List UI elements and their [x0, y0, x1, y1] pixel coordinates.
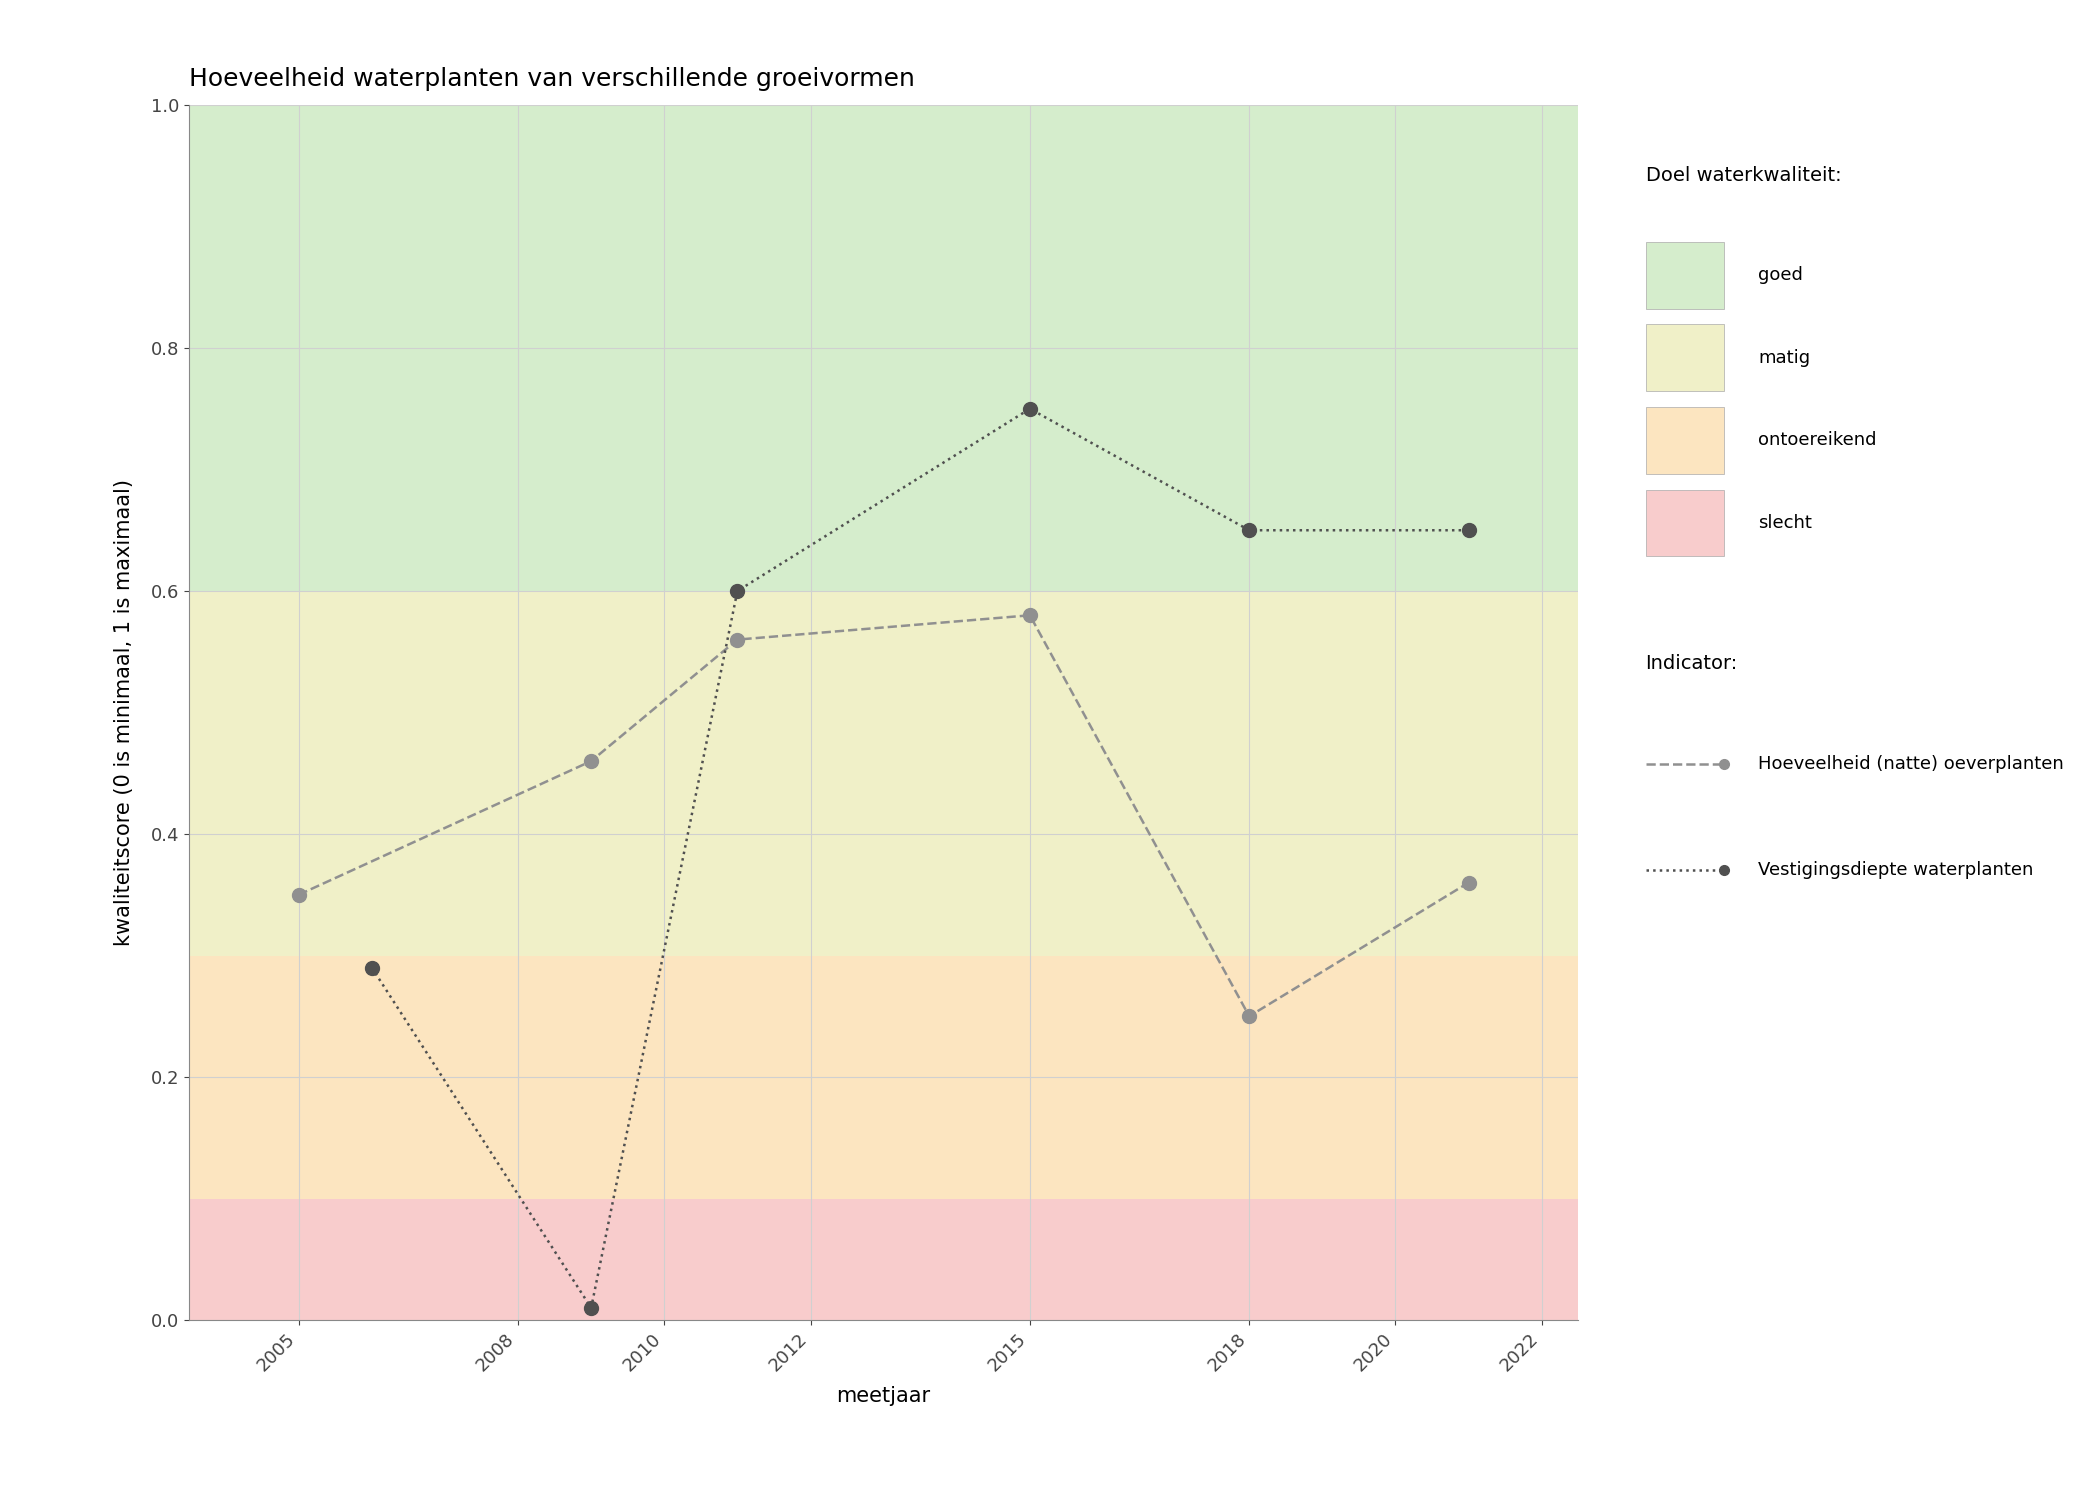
Text: Indicator:: Indicator: — [1646, 654, 1739, 674]
Bar — [189, 956, 1579, 1198]
Text: ontoereikend: ontoereikend — [1758, 432, 1877, 450]
Text: Doel waterkwaliteit:: Doel waterkwaliteit: — [1646, 166, 1842, 184]
Text: slecht: slecht — [1758, 514, 1812, 532]
Y-axis label: kwaliteitscore (0 is minimaal, 1 is maximaal): kwaliteitscore (0 is minimaal, 1 is maxi… — [113, 478, 134, 946]
Bar — [189, 591, 1579, 956]
Text: matig: matig — [1758, 348, 1810, 366]
FancyBboxPatch shape — [1646, 489, 1724, 556]
Text: Hoeveelheid (natte) oeverplanten: Hoeveelheid (natte) oeverplanten — [1758, 754, 2064, 772]
FancyBboxPatch shape — [1646, 324, 1724, 392]
FancyBboxPatch shape — [1646, 242, 1724, 309]
Text: goed: goed — [1758, 266, 1804, 284]
FancyBboxPatch shape — [1646, 406, 1724, 474]
Text: Vestigingsdiepte waterplanten: Vestigingsdiepte waterplanten — [1758, 861, 2033, 879]
Bar — [189, 1198, 1579, 1320]
Bar — [189, 105, 1579, 591]
Text: Hoeveelheid waterplanten van verschillende groeivormen: Hoeveelheid waterplanten van verschillen… — [189, 66, 916, 90]
X-axis label: meetjaar: meetjaar — [836, 1386, 930, 1406]
